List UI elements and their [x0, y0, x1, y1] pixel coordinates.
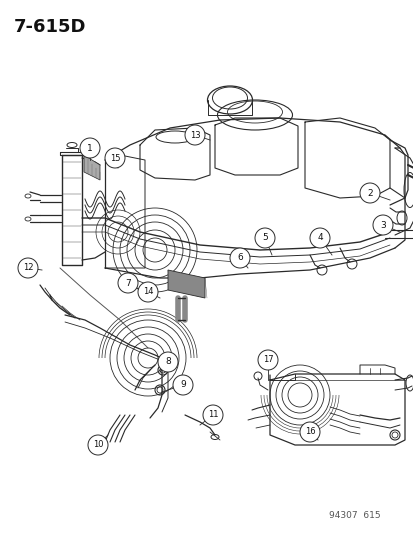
Text: 11: 11 [207, 410, 218, 419]
Circle shape [173, 375, 192, 395]
Text: 9: 9 [180, 381, 185, 390]
Text: 12: 12 [23, 263, 33, 272]
Circle shape [158, 352, 178, 372]
Text: 5: 5 [261, 233, 267, 243]
Circle shape [372, 215, 392, 235]
Circle shape [80, 138, 100, 158]
Polygon shape [168, 270, 204, 298]
Text: 17: 17 [262, 356, 273, 365]
Circle shape [118, 273, 138, 293]
Circle shape [138, 282, 158, 302]
Circle shape [202, 405, 223, 425]
Text: 8: 8 [165, 358, 171, 367]
Text: 14: 14 [142, 287, 153, 296]
Text: 15: 15 [109, 154, 120, 163]
Circle shape [88, 435, 108, 455]
Text: 13: 13 [189, 131, 200, 140]
Text: 7: 7 [125, 279, 131, 287]
Polygon shape [84, 155, 100, 180]
Text: 7-615D: 7-615D [14, 18, 86, 36]
Text: 10: 10 [93, 440, 103, 449]
Text: 4: 4 [316, 233, 322, 243]
Text: 94307  615: 94307 615 [328, 511, 380, 520]
Circle shape [254, 228, 274, 248]
Circle shape [359, 183, 379, 203]
Text: 16: 16 [304, 427, 315, 437]
Circle shape [299, 422, 319, 442]
Circle shape [257, 350, 277, 370]
Circle shape [18, 258, 38, 278]
Text: 3: 3 [379, 221, 385, 230]
Text: 2: 2 [366, 189, 372, 198]
Circle shape [185, 125, 204, 145]
Circle shape [105, 148, 125, 168]
Text: 1: 1 [87, 143, 93, 152]
Circle shape [230, 248, 249, 268]
Circle shape [309, 228, 329, 248]
Text: 6: 6 [237, 254, 242, 262]
